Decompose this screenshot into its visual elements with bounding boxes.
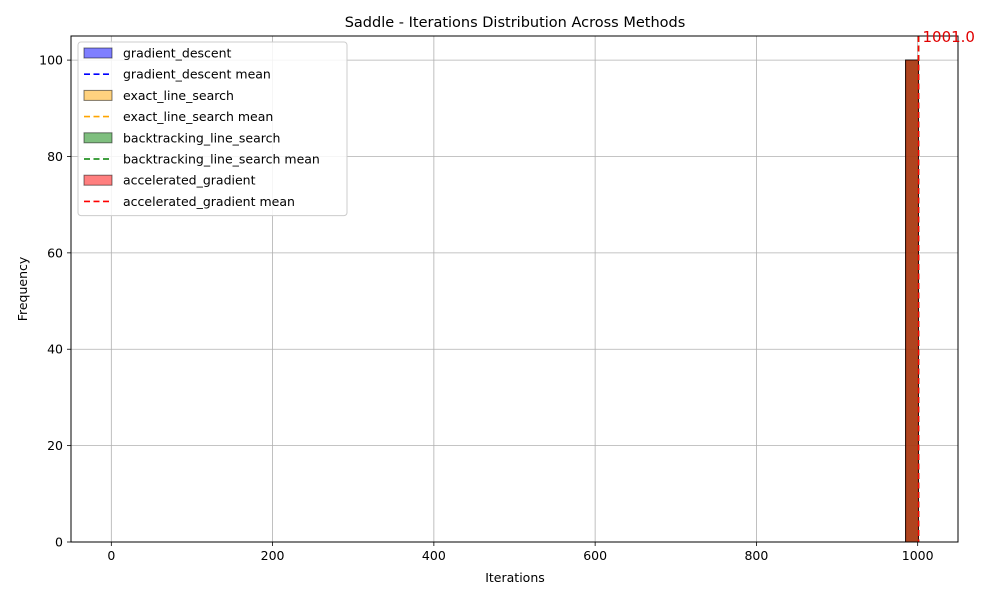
y-tick-label: 40 [47,342,63,357]
y-tick-label: 100 [39,53,63,68]
x-tick-label: 400 [422,548,446,563]
legend-label: gradient_descent mean [123,67,271,82]
legend-patch [83,89,113,101]
y-tick-label: 60 [47,245,63,260]
x-tick-label: 600 [583,548,607,563]
legend-label: backtracking_line_search mean [123,152,320,167]
axis-ticks: 0 200 400 600 800 1000 0 20 40 60 80 100 [39,53,933,563]
y-tick-label: 80 [47,149,63,164]
chart-title: Saddle - Iterations Distribution Across … [345,15,686,31]
x-axis-label: Iterations [485,570,545,585]
x-tick-label: 800 [744,548,768,563]
x-tick-label: 0 [107,548,115,563]
legend: gradient_descent gradient_descent mean exa… [77,41,348,217]
legend-patch [83,174,113,186]
legend-label: backtracking_line_search [123,130,280,145]
plot-frame [70,35,959,543]
x-tick-label: 1000 [902,548,934,563]
legend-patch [83,47,113,59]
legend-box [77,41,348,217]
legend-label: exact_line_search [123,88,234,103]
legend-label: accelerated_gradient [123,173,256,188]
y-tick-label: 0 [55,535,63,550]
legend-label: accelerated_gradient mean [123,194,295,209]
legend-label: exact_line_search mean [123,109,273,124]
x-tick-label: 200 [261,548,285,563]
legend-label: gradient_descent [123,46,232,61]
legend-patch [83,132,113,144]
y-tick-label: 20 [47,438,63,453]
histogram-bar [905,59,919,543]
y-axis-label: Frequency [15,256,30,321]
mean-value-annotation: 1001.0 [922,28,975,46]
annotations: 1001.0 [922,28,975,46]
